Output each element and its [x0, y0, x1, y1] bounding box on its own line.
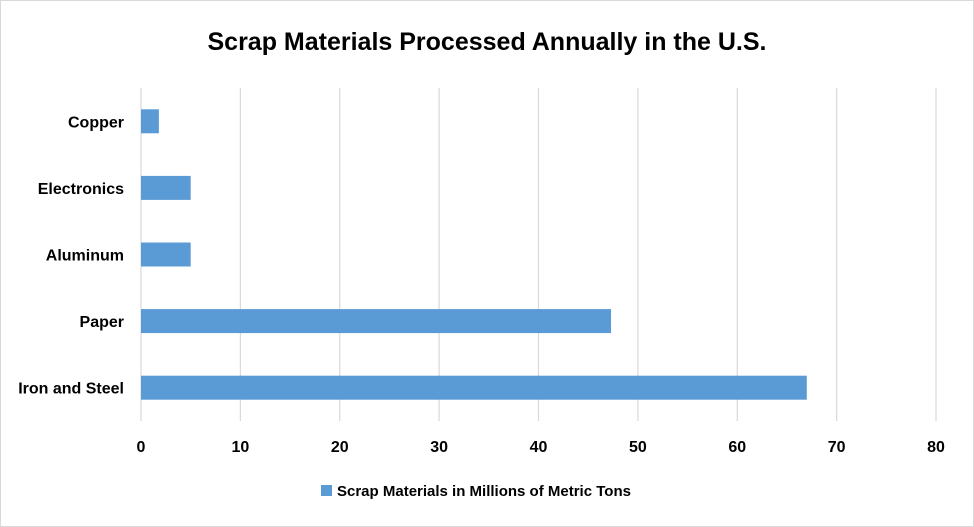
legend: Scrap Materials in Millions of Metric To…	[321, 483, 631, 500]
bars	[141, 109, 807, 400]
gridlines	[140, 88, 937, 421]
category-label: Paper	[80, 314, 124, 331]
legend-swatch	[321, 485, 332, 496]
chart-title: Scrap Materials Processed Annually in th…	[208, 28, 767, 56]
category-label: Copper	[68, 114, 124, 131]
x-tick-label: 60	[728, 439, 746, 456]
category-labels: Iron and Steel Paper Aluminum Electronics Co…	[18, 114, 124, 397]
bar	[141, 242, 191, 267]
legend-label: Scrap Materials in Millions of Metric To…	[337, 483, 631, 500]
x-tick-label: 20	[331, 439, 349, 456]
x-tick-label: 30	[430, 439, 448, 456]
bar	[141, 109, 159, 134]
bar	[141, 375, 807, 400]
x-tick-labels: 0 10 20 30 40 50 60 70 80	[137, 439, 945, 456]
category-label: Iron and Steel	[18, 381, 124, 398]
category-label: Electronics	[38, 181, 124, 198]
x-tick-label: 50	[629, 439, 647, 456]
x-tick-label: 40	[530, 439, 548, 456]
bar	[141, 175, 191, 200]
x-tick-label: 80	[927, 439, 945, 456]
x-tick-label: 70	[828, 439, 846, 456]
category-label: Aluminum	[46, 248, 124, 265]
bar	[141, 309, 612, 334]
x-tick-label: 10	[231, 439, 249, 456]
x-tick-label: 0	[137, 439, 146, 456]
